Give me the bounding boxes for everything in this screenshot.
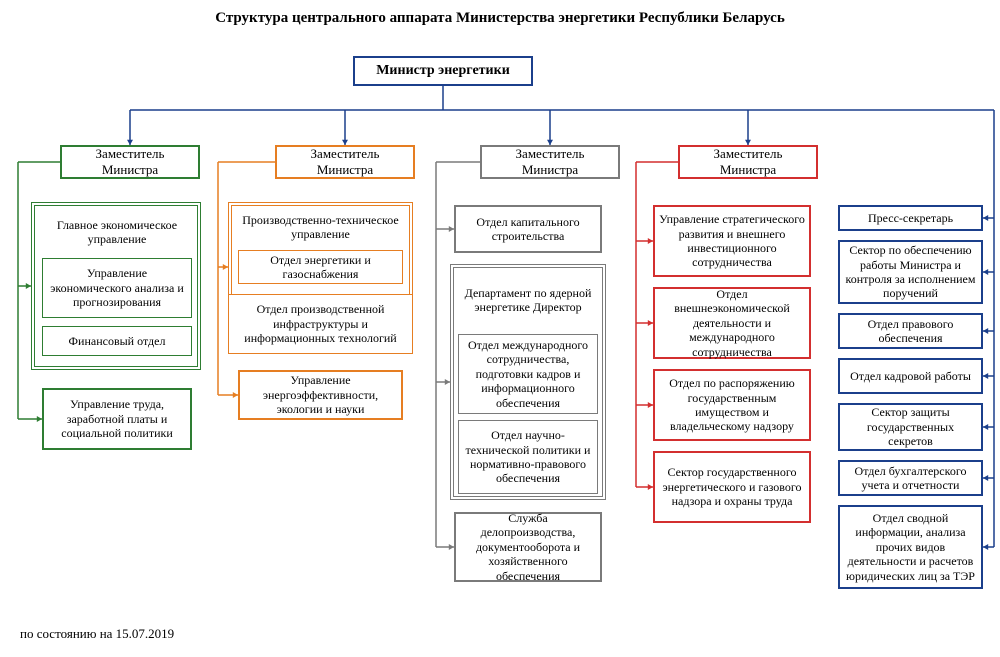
node-g1_fin: Финансовый отдел [42,326,192,356]
node-dep2: Заместитель Министра [275,145,415,179]
node-b4: Отдел кадровой работы [838,358,983,394]
node-g1_analysis: Управление экономического анализа и прог… [42,258,192,318]
node-o1_infra: Отдел производственной инфраструктуры и … [228,294,413,354]
node-o1_eco: Управление энергоэффективности, экологии… [238,370,403,420]
node-minister: Министр энергетики [353,56,533,86]
node-b5: Сектор защиты государственных секретов [838,403,983,451]
node-dep1: Заместитель Министра [60,145,200,179]
node-r1: Управление стратегического развития и вн… [653,205,811,277]
node-g1_main: Главное экономическое управление [47,210,187,254]
node-r2: Отдел внешнеэкономической деятельности и… [653,287,811,359]
node-gr_sci: Отдел научно-технической политики и норм… [458,420,598,494]
node-r3: Отдел по распоряжению государственным им… [653,369,811,441]
node-gr_intl: Отдел международного сотрудничества, под… [458,334,598,414]
node-dep3: Заместитель Министра [480,145,620,179]
node-b7: Отдел сводной информации, анализа прочих… [838,505,983,589]
node-gr_nuc: Департамент по ядерной энергетике Директ… [458,272,598,328]
node-g1_labor: Управление труда, заработной платы и соц… [42,388,192,450]
node-gr_doc: Служба делопроизводства, документооборот… [454,512,602,582]
node-o1_energy: Отдел энергетики и газоснабжения [238,250,403,284]
node-b3: Отдел правового обеспечения [838,313,983,349]
node-dep4: Заместитель Министра [678,145,818,179]
node-gr_cap: Отдел капитального строительства [454,205,602,253]
page-title: Структура центрального аппарата Министер… [0,10,1000,27]
node-b1: Пресс-секретарь [838,205,983,231]
node-b2: Сектор по обеспечению работы Министра и … [838,240,983,304]
node-r4: Сектор государственного энергетического … [653,451,811,523]
footer-date: по состоянию на 15.07.2019 [20,626,174,642]
node-b6: Отдел бухгалтерского учета и отчетности [838,460,983,496]
node-o1_tech: Производственно-техническое управление [238,210,403,244]
